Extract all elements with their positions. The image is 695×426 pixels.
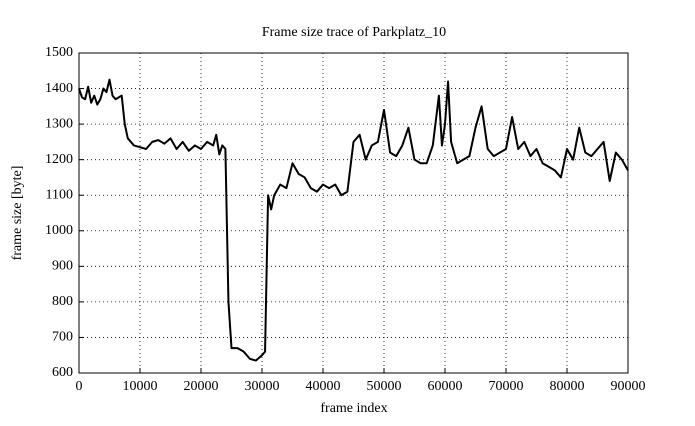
- y-axis-label: frame size [byte]: [10, 166, 25, 261]
- x-axis-label: frame index: [320, 401, 387, 416]
- y-tick-label: 1100: [46, 187, 73, 202]
- x-tick-label: 70000: [489, 379, 524, 394]
- chart-title: Frame size trace of Parkplatz_10: [262, 25, 446, 40]
- y-tick-label: 1200: [45, 152, 73, 167]
- y-tick-label: 1500: [45, 45, 73, 60]
- y-tick-label: 1400: [45, 81, 73, 96]
- x-tick-label: 20000: [184, 379, 219, 394]
- x-tick-label: 0: [76, 379, 83, 394]
- data-line: [78, 78, 629, 362]
- x-tick-label: 40000: [306, 379, 341, 394]
- y-tick-label: 1300: [45, 116, 73, 131]
- x-tick-label: 60000: [428, 379, 463, 394]
- x-tick-label: 50000: [367, 379, 402, 394]
- y-tick-label: 700: [52, 330, 73, 345]
- y-tick-label: 900: [52, 259, 73, 274]
- y-tick-label: 600: [52, 365, 73, 380]
- x-tick-label: 30000: [245, 379, 280, 394]
- x-tick-label: 90000: [611, 379, 646, 394]
- x-tick-label: 10000: [123, 379, 158, 394]
- plot-frame: [78, 52, 629, 374]
- x-tick-label: 80000: [550, 379, 585, 394]
- y-tick-label: 1000: [45, 223, 73, 238]
- y-tick-label: 800: [52, 294, 73, 309]
